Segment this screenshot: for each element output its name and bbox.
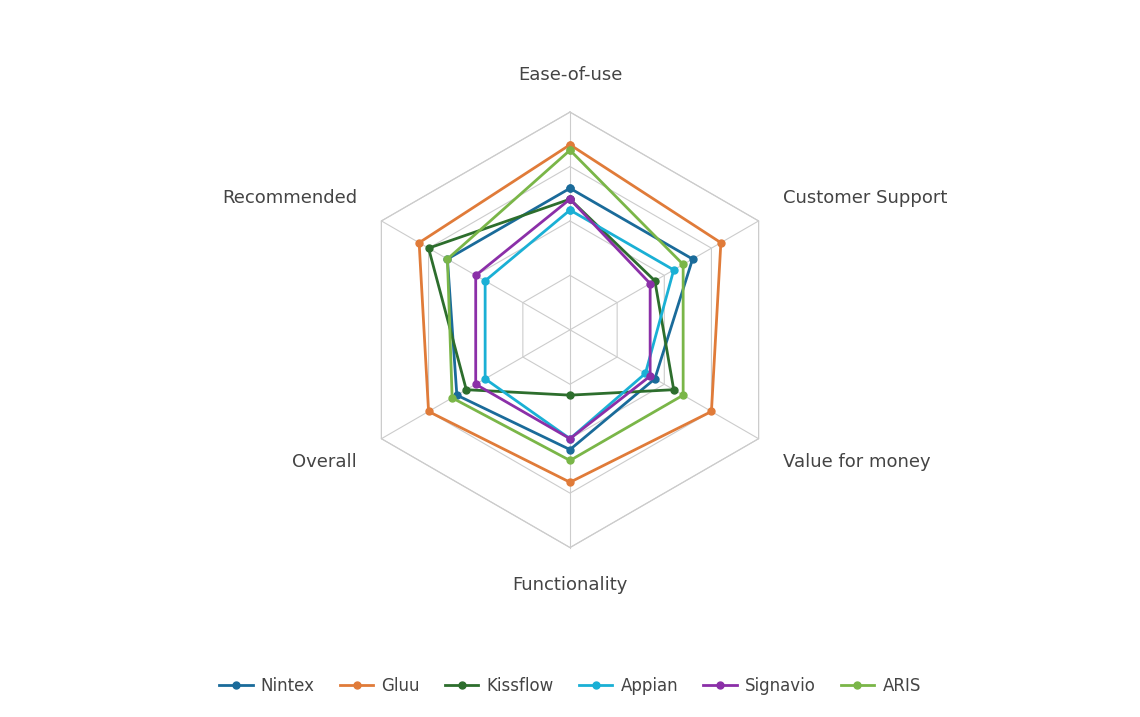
Text: Overall: Overall xyxy=(292,453,357,471)
Legend: Nintex, Gluu, Kissflow, Appian, Signavio, ARIS: Nintex, Gluu, Kissflow, Appian, Signavio… xyxy=(212,670,928,701)
Text: Recommended: Recommended xyxy=(222,189,357,206)
Text: Customer Support: Customer Support xyxy=(783,189,947,206)
Text: Functionality: Functionality xyxy=(512,576,628,594)
Text: Value for money: Value for money xyxy=(783,453,930,471)
Text: Ease-of-use: Ease-of-use xyxy=(518,66,622,84)
